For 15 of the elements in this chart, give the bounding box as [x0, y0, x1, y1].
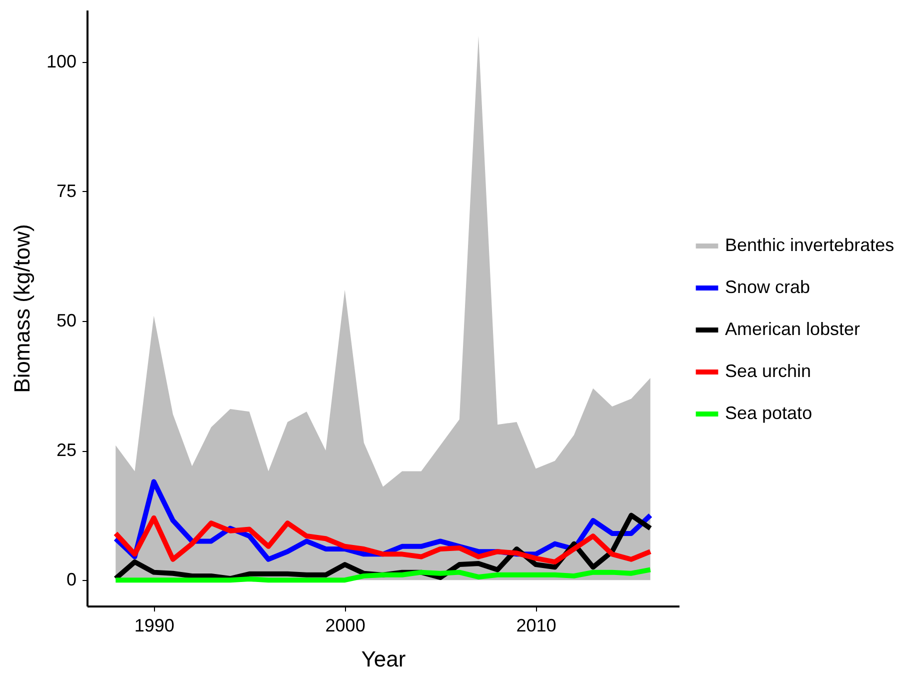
- y-tick-label: 25: [56, 440, 76, 460]
- y-axis-title: Biomass (kg/tow): [9, 224, 34, 393]
- x-tick-label: 1990: [134, 616, 174, 636]
- legend-label: Benthic invertebrates: [725, 235, 894, 255]
- x-axis-title: Year: [361, 646, 406, 672]
- y-tick-label: 50: [56, 310, 76, 330]
- y-tick-label: 100: [46, 51, 76, 72]
- legend-label: Sea potato: [725, 403, 812, 423]
- x-tick-label: 2000: [325, 616, 366, 636]
- y-tick-label: 75: [56, 180, 76, 201]
- legend-label: American lobster: [725, 319, 860, 339]
- legend-label: Snow crab: [725, 277, 810, 297]
- legend-label: Sea urchin: [725, 361, 812, 381]
- x-tick-label: 2010: [516, 616, 556, 636]
- y-tick-label: 0: [66, 570, 76, 590]
